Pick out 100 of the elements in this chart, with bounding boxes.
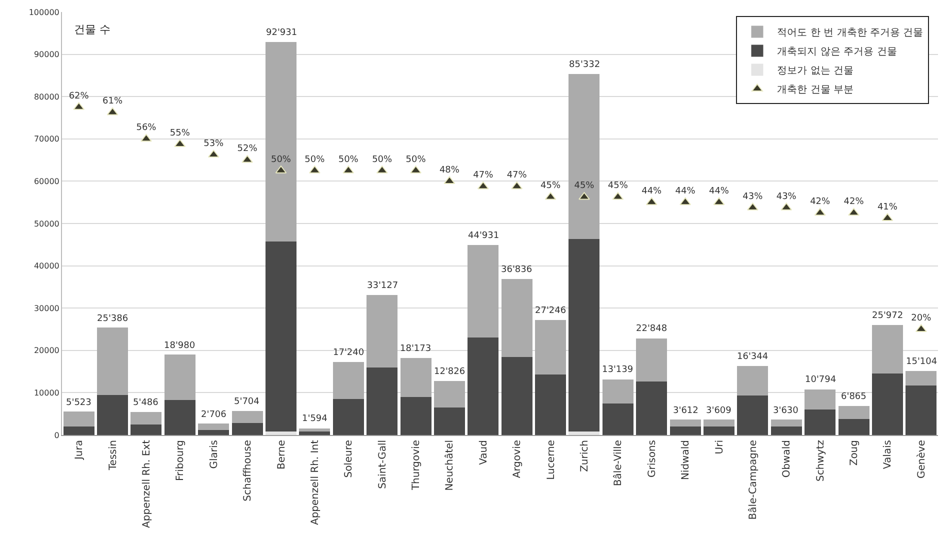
bar <box>737 366 768 396</box>
bar <box>130 424 162 435</box>
x-tick-label: Appenzell Rh. Int <box>310 440 321 526</box>
data-label: 47% <box>506 170 528 181</box>
data-label: 53% <box>204 138 224 149</box>
bar <box>232 423 263 435</box>
bar <box>602 404 634 435</box>
total-label: 85'332 <box>569 60 600 70</box>
bar <box>266 241 296 432</box>
bar <box>97 394 128 435</box>
total-label: 22'848 <box>636 324 668 334</box>
total-label: 36'836 <box>501 265 532 275</box>
y-tick-label: 80000 <box>34 92 60 102</box>
total-label: 25'386 <box>97 314 128 324</box>
bar <box>198 424 230 430</box>
x-tick-label: Zurich <box>579 440 590 472</box>
total-label: 17'240 <box>333 348 364 358</box>
bar <box>164 354 196 400</box>
bar <box>838 406 870 419</box>
bar <box>63 426 94 435</box>
data-label: 56% <box>136 123 157 134</box>
bar <box>400 396 432 435</box>
x-tick-label: Uri <box>714 440 726 454</box>
total-label: 2'706 <box>201 410 227 420</box>
total-label: 25'972 <box>872 311 904 321</box>
y-tick-label: 20000 <box>34 346 60 356</box>
total-label: 5'486 <box>133 398 159 408</box>
bar <box>535 320 566 375</box>
bar <box>804 410 836 435</box>
total-label: 6'865 <box>841 392 866 402</box>
data-label: 50% <box>304 154 326 165</box>
bar <box>770 426 802 435</box>
data-label: 50% <box>406 154 426 165</box>
total-label: 18'980 <box>164 341 196 351</box>
data-label: 42% <box>810 197 831 208</box>
total-label: 10'794 <box>805 375 836 385</box>
x-tick-label: Soleure <box>344 440 355 478</box>
data-label: 62% <box>68 91 90 102</box>
point <box>646 197 658 206</box>
x-tick-label: Schwytz <box>815 440 826 482</box>
bar <box>400 358 432 397</box>
data-label: 20% <box>911 313 932 324</box>
total-label: 18'173 <box>400 344 432 354</box>
bar <box>366 367 398 435</box>
data-label: 45% <box>540 181 561 192</box>
point <box>208 150 220 158</box>
x-tick-label: Fribourg <box>175 440 186 482</box>
data-label: 45% <box>608 181 628 192</box>
bar <box>164 400 196 435</box>
data-label: 42% <box>844 197 864 208</box>
total-label: 3'612 <box>673 406 698 416</box>
bar <box>468 244 499 338</box>
y-tick-label: 30000 <box>34 304 60 313</box>
y-tick-label: 70000 <box>34 134 60 144</box>
data-label: 47% <box>473 170 494 181</box>
data-label: 50% <box>270 154 292 165</box>
total-label: 92'931 <box>266 28 298 38</box>
bar <box>568 432 600 435</box>
bar <box>872 374 903 435</box>
x-tick-label: Bâle-Campagne <box>748 440 759 520</box>
total-label: 5'523 <box>66 398 92 408</box>
x-tick-label: Saint-Gall <box>377 440 388 489</box>
bar <box>332 399 364 435</box>
bar <box>266 432 296 435</box>
x-tick-label: Argovie <box>512 440 524 478</box>
bar <box>636 382 668 435</box>
x-tick-label: Zoug <box>849 440 860 466</box>
x-tick-label: Valais <box>882 440 894 470</box>
bar <box>804 389 836 410</box>
bar <box>535 374 566 435</box>
bar <box>568 74 600 240</box>
bar <box>332 362 364 400</box>
y-tick-label: 50000 <box>34 219 60 228</box>
total-label: 5'704 <box>234 397 260 407</box>
total-label: 3'630 <box>773 406 799 416</box>
x-tick-label: Appenzell Rh. Ext <box>141 440 152 528</box>
data-label: 50% <box>372 154 393 165</box>
bar <box>568 239 600 432</box>
legend-label: 정보가 없는 건물 <box>777 66 854 77</box>
bar <box>63 412 94 427</box>
bar <box>468 338 499 435</box>
data-label: 44% <box>642 186 662 196</box>
bar <box>906 386 937 435</box>
point <box>511 181 523 190</box>
bar <box>670 420 701 427</box>
bar <box>670 426 701 435</box>
bar <box>501 279 532 357</box>
bar <box>97 328 128 395</box>
total-label: 15'104 <box>906 357 938 367</box>
y-tick-label: 100000 <box>28 8 60 17</box>
data-label: 44% <box>708 186 730 196</box>
data-label: 50% <box>338 154 359 165</box>
y-tick-label: 40000 <box>34 262 60 271</box>
point <box>814 208 826 216</box>
x-tick-label: Grisons <box>646 440 658 478</box>
x-tick-label: Jura <box>74 440 86 461</box>
data-label: 55% <box>170 128 190 138</box>
bar <box>704 426 734 435</box>
bar <box>198 430 230 435</box>
bar <box>266 42 296 242</box>
